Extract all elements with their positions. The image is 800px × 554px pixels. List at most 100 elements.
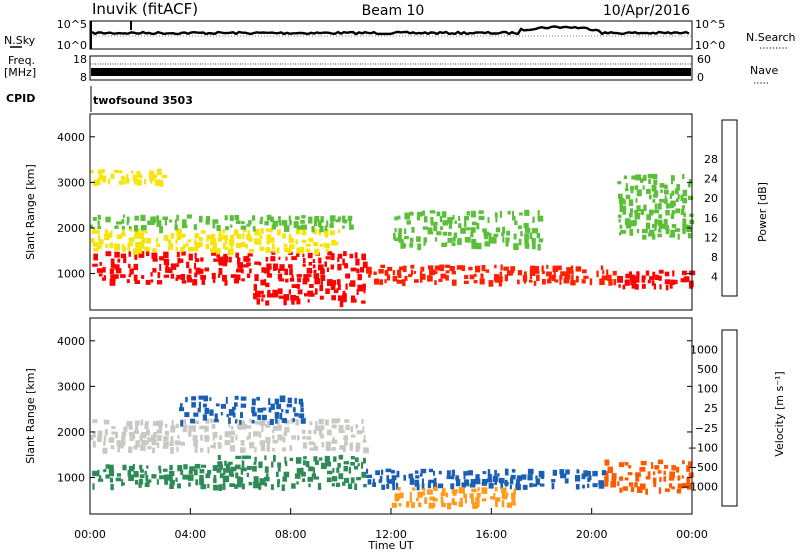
data-cell [477,487,480,492]
data-cell [439,216,443,223]
data-cell [493,493,496,501]
data-cell [239,419,242,425]
data-cell [289,244,295,249]
data-cell [350,426,354,433]
data-cell [313,273,320,279]
data-cell [319,295,324,300]
data-cell [312,259,316,263]
data-cell [229,473,235,477]
data-cell [448,232,452,236]
data-cell [687,233,692,239]
data-cell [289,277,295,282]
data-cell [356,430,363,435]
data-cell [433,503,436,507]
data-cell [501,500,505,508]
data-cell [102,277,106,281]
data-cell [228,420,231,428]
data-cell [381,469,384,475]
data-cell [469,483,476,488]
data-cell [628,223,632,229]
data-cell [500,482,504,490]
data-cell [581,473,586,480]
data-cell [98,239,104,245]
data-cell [169,479,175,486]
data-cell [251,406,256,413]
data-cell [169,219,172,223]
data-cell [331,418,338,424]
data-cell [535,228,538,233]
data-cell [134,253,138,260]
data-cell [421,491,426,496]
data-cell [610,481,616,488]
data-cell [102,447,108,454]
data-cell [629,271,632,275]
noise-sky-label: N.Sky [4,34,36,47]
data-cell [393,232,396,240]
data-cell [134,280,140,284]
data-cell [162,468,168,472]
data-cell [302,429,306,434]
data-cell [227,461,233,465]
data-cell [413,270,416,275]
data-cell [670,178,674,185]
data-cell [239,477,244,483]
data-cell [651,280,655,286]
data-cell [154,174,158,179]
data-cell [271,251,276,255]
data-cell [237,257,241,265]
data-cell [218,256,224,264]
data-cell [402,279,406,287]
data-cell [372,478,375,485]
data-cell [689,280,694,287]
data-cell [200,257,204,262]
data-cell [271,243,275,249]
data-cell [145,474,149,482]
data-cell [199,474,204,480]
data-cell [283,247,288,252]
data-cell [151,252,158,259]
data-cell [504,274,508,282]
data-cell [129,228,133,232]
data-cell [680,278,687,283]
data-cell [659,223,665,229]
data-cell [201,230,206,234]
data-cell [211,233,216,241]
data-cell [582,484,585,489]
data-cell [308,216,313,224]
data-cell [511,492,516,500]
colorbar-tick-label: 16 [704,212,718,225]
data-cell [104,229,108,235]
data-cell [330,283,336,290]
data-cell [240,412,243,419]
data-cell [254,261,261,265]
data-cell [133,274,138,282]
data-cell [307,476,313,482]
data-cell [411,226,415,233]
data-cell [97,430,103,437]
data-cell [158,465,161,471]
data-cell [276,420,280,425]
data-cell [182,429,188,433]
data-cell [281,408,284,413]
data-cell [311,225,315,233]
data-cell [356,289,359,295]
data-cell [531,237,536,243]
data-cell [331,439,338,444]
data-cell [482,471,487,475]
data-cell [198,241,203,247]
data-cell [308,292,315,297]
data-cell [665,210,670,216]
data-cell [144,424,149,429]
data-cell [211,272,216,280]
data-cell [536,274,540,282]
data-cell [625,273,631,279]
data-cell [686,483,692,490]
data-cell [677,233,680,240]
cpid-program: twofsound 3503 [93,94,193,107]
data-cell [99,262,102,266]
data-cell [604,480,609,487]
data-cell [362,439,367,443]
data-cell [487,473,492,480]
data-cell [331,241,335,246]
data-cell [127,246,131,251]
